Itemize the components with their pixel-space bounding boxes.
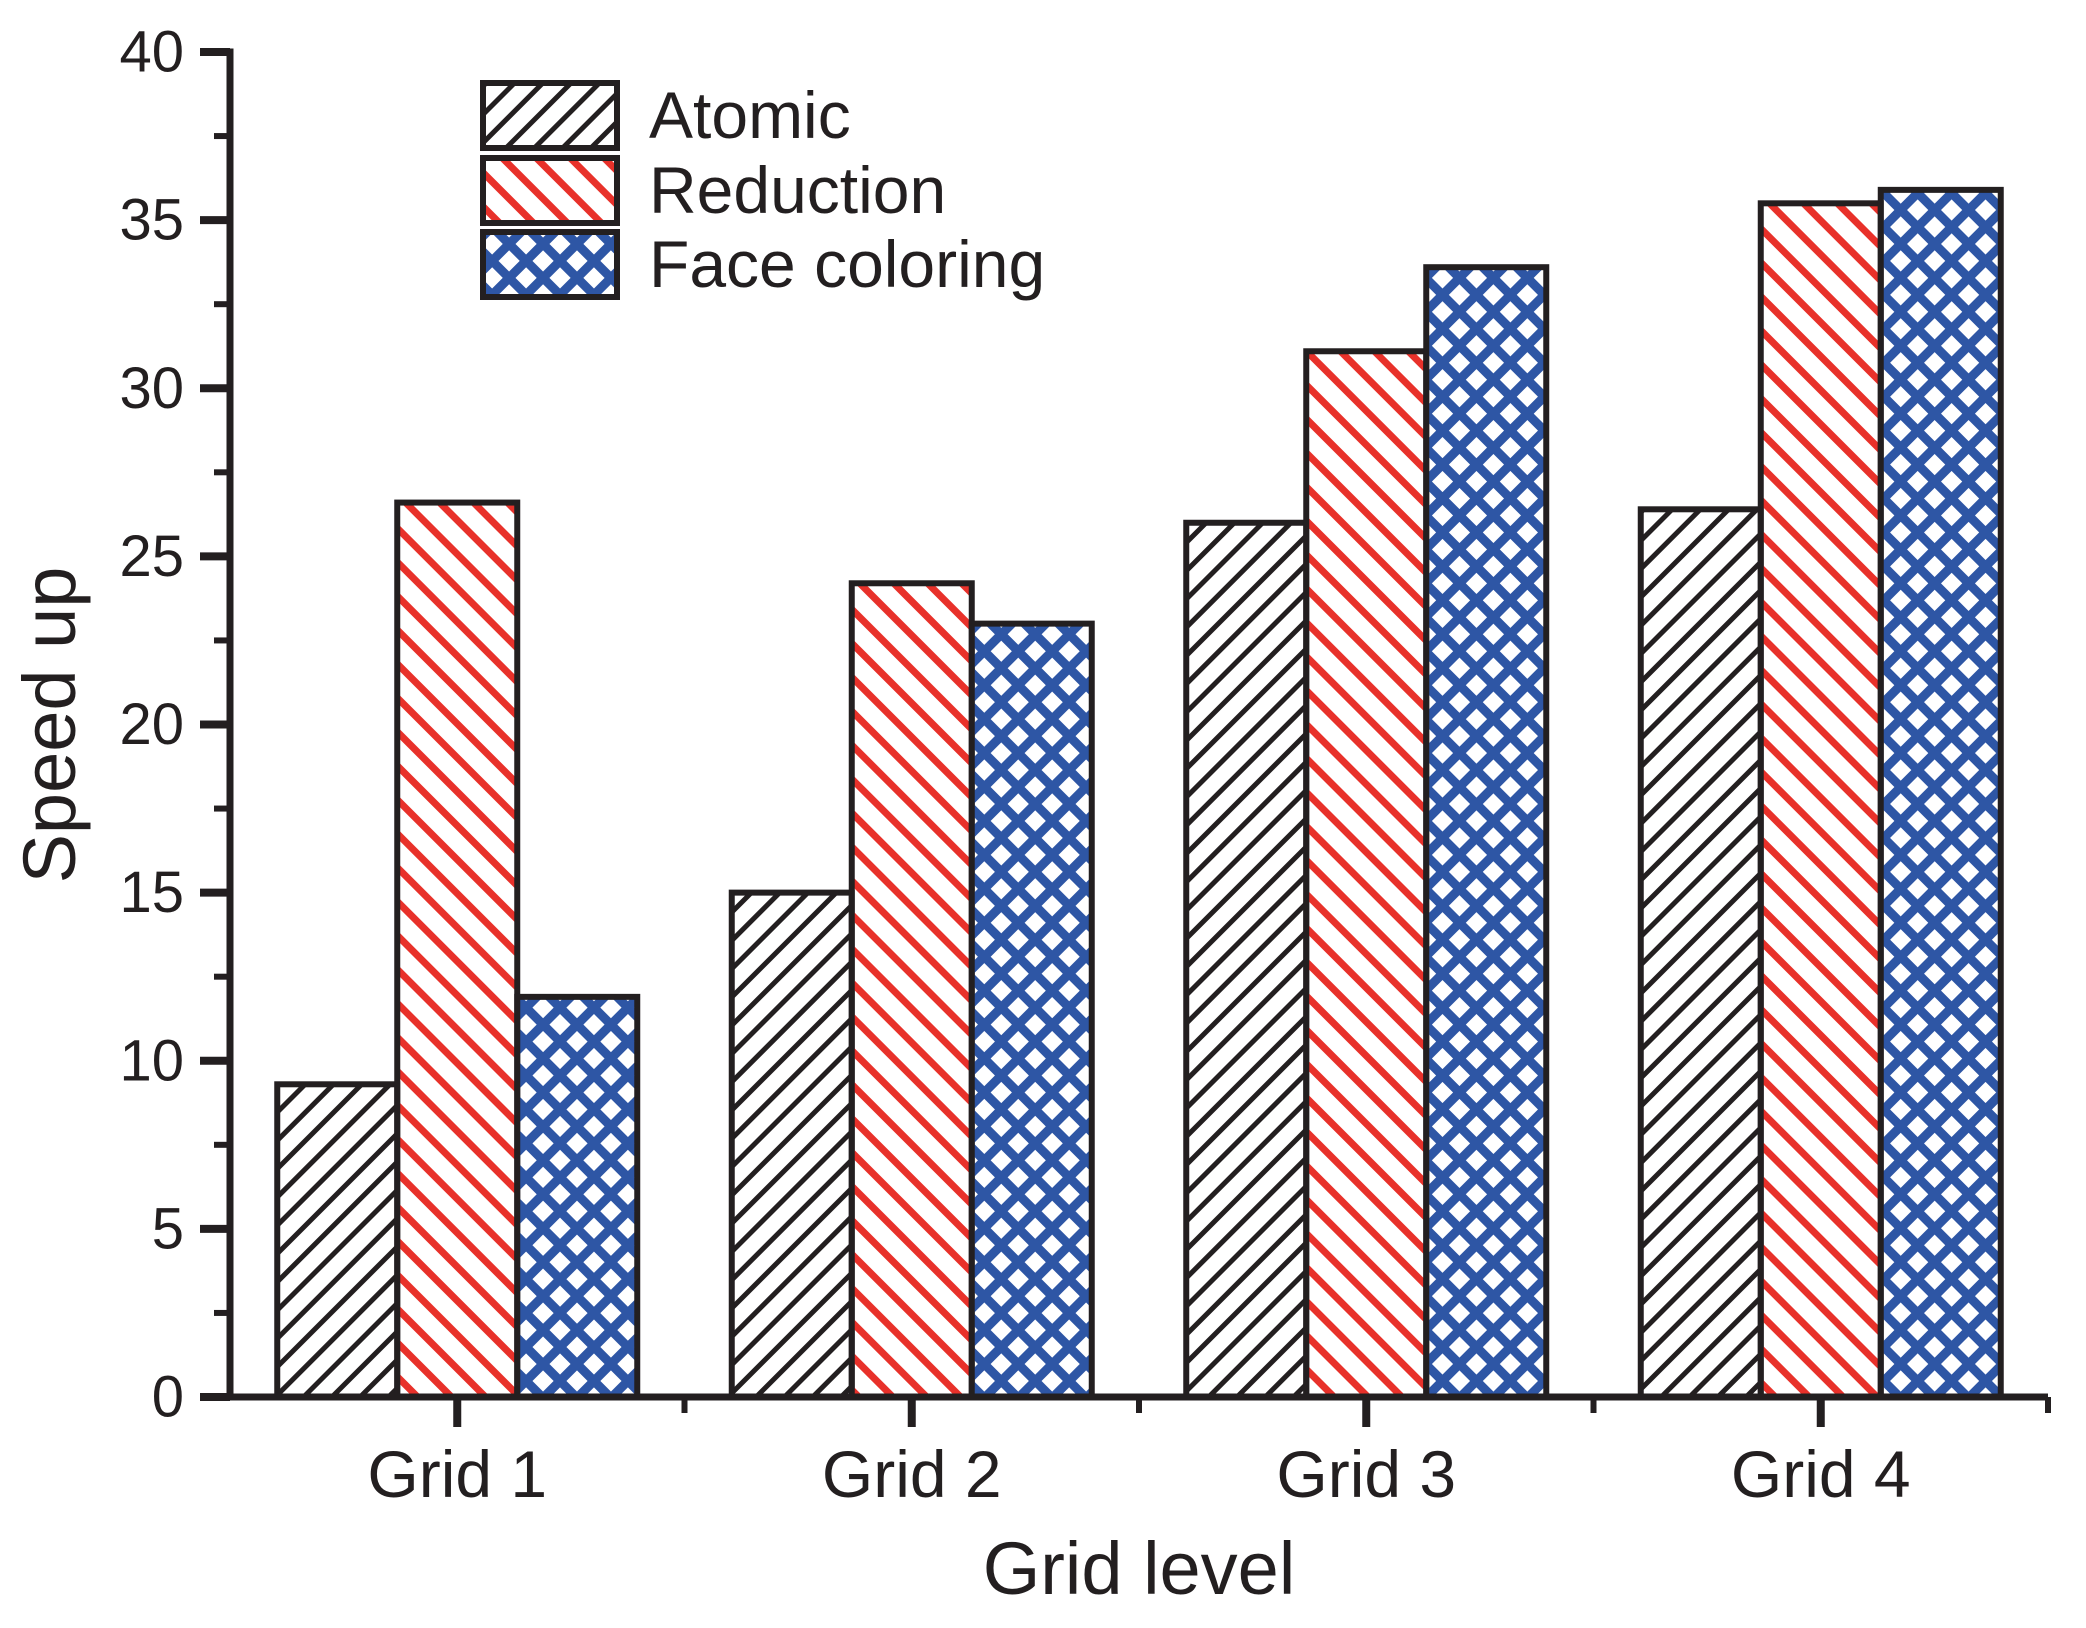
y-tick-label-40: 40 xyxy=(119,20,184,85)
y-tick-label-20: 20 xyxy=(119,692,184,757)
x-category-label-grid-1: Grid 1 xyxy=(367,1437,547,1511)
legend-swatch-atomic xyxy=(480,80,620,151)
bar-grid-1-reduction xyxy=(394,499,521,1400)
y-tick-label-25: 25 xyxy=(119,524,184,589)
x-category-label-grid-4: Grid 4 xyxy=(1731,1437,1911,1511)
x-category-label-grid-3: Grid 3 xyxy=(1276,1437,1456,1511)
bar-grid-3-face-coloring xyxy=(1423,264,1550,1401)
y-tick-label-15: 15 xyxy=(119,860,184,925)
legend-swatch-face-coloring xyxy=(480,229,620,300)
x-axis-title: Grid level xyxy=(983,1527,1296,1610)
y-tick-label-0: 0 xyxy=(152,1365,184,1430)
bar-grid-4-face-coloring xyxy=(1877,186,2004,1400)
legend-label-atomic: Atomic xyxy=(649,78,851,152)
bar-grid-2-reduction xyxy=(848,580,975,1400)
bar-grid-1-atomic xyxy=(274,1081,401,1400)
bar-grid-4-reduction xyxy=(1757,200,1884,1400)
y-tick-label-35: 35 xyxy=(119,188,184,253)
x-category-label-grid-2: Grid 2 xyxy=(822,1437,1002,1511)
y-tick-label-30: 30 xyxy=(119,356,184,421)
plot-area: 0 5 10 15 20 25 30 35 40 Grid 1 Grid 2 Grid 3 Grid 4 xyxy=(119,20,2051,1511)
bar-grid-1-face-coloring xyxy=(514,993,641,1400)
bar-grid-3-atomic xyxy=(1183,519,1310,1400)
legend: Atomic Reduction Face coloring xyxy=(480,78,1045,301)
y-axis-title: Speed up xyxy=(8,567,91,884)
y-tick-label-5: 5 xyxy=(152,1196,184,1261)
legend-label-reduction: Reduction xyxy=(649,153,946,227)
legend-swatch-reduction xyxy=(480,155,620,226)
legend-label-face-coloring: Face coloring xyxy=(649,227,1045,301)
bar-grid-3-reduction xyxy=(1303,348,1430,1401)
bar-grid-2-face-coloring xyxy=(968,620,1095,1400)
bar-grid-4-atomic xyxy=(1637,506,1764,1400)
bar-grid-2-atomic xyxy=(728,889,855,1400)
y-tick-label-10: 10 xyxy=(119,1028,184,1093)
